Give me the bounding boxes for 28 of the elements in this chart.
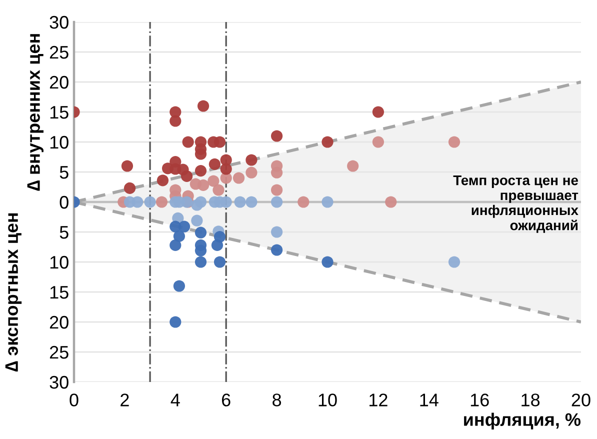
y-tick-label: 10 (50, 256, 68, 269)
x-tick-label: 0 (70, 394, 78, 406)
y-tick-label: 0 (60, 196, 68, 209)
annotation: Темп роста цен не превышает инфляционных ожиданий (453, 176, 578, 233)
x-tick-label: 14 (420, 394, 438, 406)
x-tick-label: 18 (522, 394, 540, 406)
x-tick-label: 8 (272, 394, 282, 406)
x-tick-label: 16 (470, 394, 489, 406)
y-axis-title: ∆ внутренних цен (27, 34, 44, 191)
x-tick-label: 20 (572, 394, 590, 406)
y-tick-label: 20 (50, 76, 68, 89)
x-axis-title: инфляция, % (464, 412, 581, 430)
y-tick-label: 15 (50, 106, 68, 119)
x-tick-label: 6 (222, 394, 230, 406)
y-tick-label: 30 (50, 16, 68, 29)
y-tick-label: 25 (50, 346, 68, 359)
y-tick-label: 25 (50, 46, 68, 59)
y-tick-label: 5 (60, 166, 68, 179)
y-tick-label: 15 (50, 286, 68, 299)
y-tick-label: 20 (50, 316, 68, 329)
y-tick-label: 5 (60, 226, 68, 239)
text: ∆ экспортных цен (5, 213, 22, 372)
x-tick-label: 2 (120, 394, 129, 406)
y-tick-label: 30 (50, 376, 68, 389)
x-tick-label: 12 (370, 394, 388, 406)
x-tick-label: 4 (170, 394, 180, 406)
y-tick-label: 10 (50, 136, 68, 149)
x-tick-label: 10 (318, 394, 337, 406)
